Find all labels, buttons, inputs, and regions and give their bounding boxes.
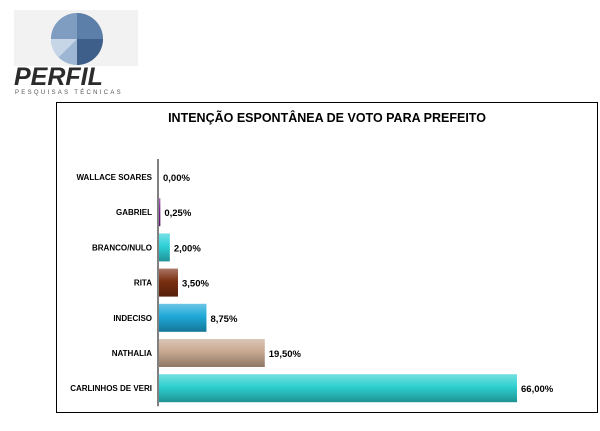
value-label: 3,50%: [182, 279, 209, 290]
logo-tagline: PESQUISAS TÉCNICAS: [15, 90, 123, 96]
bar-gabriel: [159, 198, 161, 227]
value-label: 66,00%: [521, 384, 554, 395]
bar-nathalia: [159, 339, 265, 367]
category-label: GABRIEL: [116, 208, 152, 217]
value-label: 0,25%: [164, 208, 191, 219]
value-label: 2,00%: [174, 243, 201, 254]
category-label: RITA: [134, 279, 152, 288]
pie-logo-icon: [50, 13, 103, 65]
category-label: WALLACE SOARES: [76, 173, 152, 182]
category-label: INDECISO: [113, 314, 152, 323]
value-label: 8,75%: [210, 314, 237, 325]
chart-title: INTENÇÃO ESPONTÂNEA DE VOTO PARA PREFEIT…: [168, 111, 486, 125]
bar-rita: [159, 268, 178, 297]
bar-chart: WALLACE SOARES 0,00% GABRIEL 0,25% BRANCO/NU…: [70, 159, 554, 407]
bar-branco-nulo: [159, 233, 170, 262]
category-label: CARLINHOS DE VERI: [70, 384, 152, 393]
logo-wordmark: PERFIL: [14, 63, 103, 91]
value-label: 19,50%: [269, 349, 302, 360]
value-label: 0,00%: [163, 173, 190, 184]
bar-indeciso: [159, 303, 207, 332]
chart-panel: INTENÇÃO ESPONTÂNEA DE VOTO PARA PREFEIT…: [56, 102, 598, 413]
perfil-logo: PERFIL PESQUISAS TÉCNICAS: [14, 10, 138, 96]
category-label: BRANCO/NULO: [92, 243, 152, 252]
category-label: NATHALIA: [112, 349, 153, 358]
bar-carlinhos-de-veri: [159, 374, 517, 403]
